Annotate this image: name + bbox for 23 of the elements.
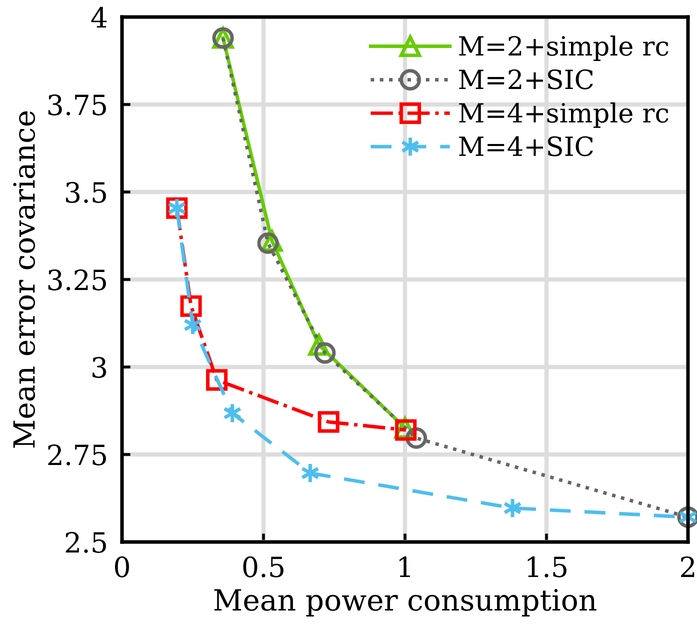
point <box>314 342 336 364</box>
y-tick-label: 3.75 <box>48 94 106 116</box>
y-tick-label: 3 <box>92 356 106 378</box>
point <box>318 411 340 433</box>
y-axis-title: Mean error covariance <box>13 111 36 448</box>
legend-label: M=4+SIC <box>459 136 593 156</box>
x-tick-label: 1.5 <box>528 556 566 578</box>
legend-label: M=2+SIC <box>459 69 593 90</box>
point <box>180 295 202 317</box>
x-axis-title: Mean power consumption <box>214 589 596 617</box>
x-tick-label: 0.5 <box>243 556 284 578</box>
x-tick-label: 0 <box>114 556 129 578</box>
legend-label: M=2+simple rc <box>459 35 668 62</box>
legend-label: M=4+simple rc <box>459 102 668 128</box>
point <box>257 232 279 254</box>
y-tick-label: 3.25 <box>48 269 106 290</box>
point <box>206 369 228 391</box>
y-tick-label: 3.5 <box>66 182 106 203</box>
y-tick-label: 2.5 <box>66 532 106 553</box>
x-tick-label: 2 <box>681 556 694 577</box>
x-tick-label: 1 <box>400 556 410 577</box>
y-tick-label: 4 <box>91 6 107 28</box>
y-tick-label: 2.75 <box>48 444 106 466</box>
